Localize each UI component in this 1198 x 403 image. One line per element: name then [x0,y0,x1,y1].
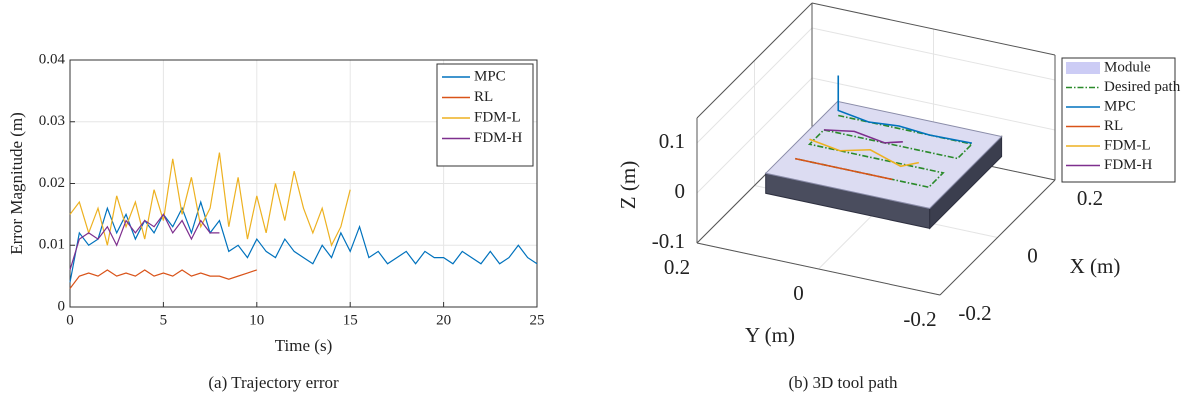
figure: 0 0.01 0.02 0.03 0.04 0 5 10 15 20 25 MPC RL FDM-L FDM… [0,0,1198,403]
legend-label: FDM-L [474,109,521,125]
y-tick-label: 0.2 [664,255,690,279]
legend-label: FDM-H [1104,157,1153,173]
chart-a: 0 0.01 0.02 0.03 0.04 0 5 10 15 20 25 MPC RL FDM-L FDM… [7,51,545,391]
y-tick-label: 0.03 [39,113,65,129]
x-tick-label: 5 [160,312,168,328]
z-tick-label: -0.1 [652,229,685,253]
legend: MPC RL FDM-L FDM-H [437,64,533,166]
legend: Module Desired path MPC RL FDM-L FDM-H [1062,58,1181,182]
y-axis-label: Y (m) [745,323,795,347]
z-tick-label: 0.1 [659,129,685,153]
y-tick-label: 0 [58,298,66,314]
caption: (a) Trajectory error [208,373,339,392]
y-tick-label: 0.01 [39,237,65,253]
y-tick-label: 0 [793,281,804,305]
z-axis-label: Z (m) [616,161,640,209]
legend-label: RL [1104,118,1123,134]
legend-label: RL [474,89,493,105]
legend-swatch [1066,62,1100,74]
x-tick-label: 0.2 [1077,186,1103,210]
caption: (b) 3D tool path [788,373,898,392]
x-tick-label: 20 [436,312,451,328]
legend-label: MPC [1104,98,1136,114]
legend-label: FDM-H [474,130,523,146]
x-tick-label: -0.2 [958,301,991,325]
y-axis-label: Error Magnitude (m) [7,112,26,255]
legend-label: MPC [474,68,506,84]
axis-line [697,243,940,295]
x-tick-label: 15 [343,312,358,328]
x-tick-label: 0 [1027,243,1038,267]
legend-label: FDM-L [1104,137,1151,153]
legend-label: Desired path [1104,79,1181,95]
x-axis-label: Time (s) [275,336,332,355]
y-tick-label: 0.02 [39,175,65,191]
legend-label: Module [1104,59,1151,75]
x-tick-label: 25 [530,312,545,328]
x-tick-label: 0 [66,312,74,328]
x-axis-label: X (m) [1070,254,1121,278]
z-tick-label: 0 [675,179,686,203]
y-tick-label: -0.2 [903,307,936,331]
y-tick-label: 0.04 [39,51,66,67]
x-tick-label: 10 [249,312,264,328]
